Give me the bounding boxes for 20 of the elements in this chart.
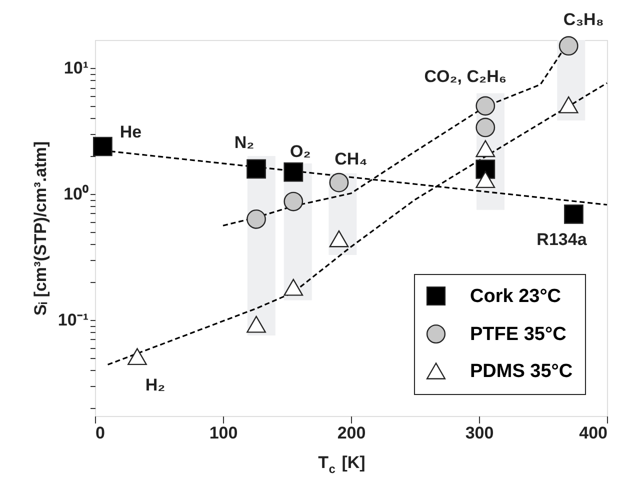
- annotation: R134a: [536, 230, 588, 250]
- x-tick-label: 300: [465, 424, 494, 442]
- annotation: O₂: [290, 142, 311, 162]
- legend-label: PDMS 35°C: [470, 361, 573, 382]
- legend-label: Cork 23°C: [470, 286, 562, 307]
- annotation: CH₄: [334, 150, 368, 169]
- y-tick-label: 10⁰: [64, 184, 88, 204]
- legend-label: PTFE 35°C: [470, 324, 567, 345]
- annotation: He: [120, 122, 142, 142]
- annotation: N₂: [234, 132, 254, 152]
- annotation: C₃H₈: [563, 10, 604, 29]
- y-tick-label: 10⁻¹: [58, 310, 89, 330]
- y-tick-label: 10¹: [64, 58, 89, 78]
- x-tick-label: 400: [579, 424, 608, 442]
- y-axis-title: Sᵢ [cm³(STP)/cm³.atm]: [30, 141, 50, 316]
- annotation: CO₂, C₂H₆: [424, 66, 507, 86]
- x-tick-label: 0: [96, 424, 105, 442]
- annotation: H₂: [145, 376, 166, 395]
- x-tick-label: 100: [209, 424, 238, 442]
- x-tick-label: 200: [337, 424, 366, 442]
